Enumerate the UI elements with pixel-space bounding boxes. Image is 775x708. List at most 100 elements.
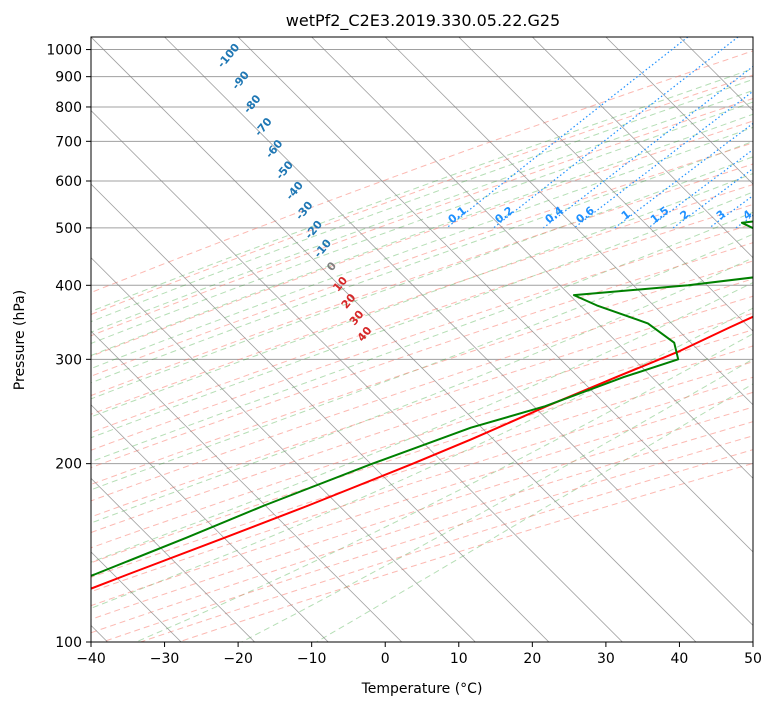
y-tick-label: 200 [55, 457, 82, 473]
dry-adiabat-label: -50 [273, 158, 296, 182]
x-axis-title: Temperature (°C) [361, 681, 483, 697]
moist-adiabat-line [91, 101, 753, 344]
y-tick-label: 300 [55, 352, 82, 368]
isotherm-line [679, 37, 753, 112]
y-axis-title: Pressure (hPa) [12, 290, 28, 390]
isotherm-line [164, 37, 753, 627]
y-tick-label: 600 [55, 174, 82, 190]
dry-adiabat-line [91, 142, 753, 377]
dry-adiabat-label: -90 [229, 68, 252, 92]
moist-adiabat-line [316, 383, 753, 642]
moist-adiabat-line [91, 78, 753, 323]
moist-adiabat-line [91, 233, 753, 491]
dry-adiabat-line [91, 203, 753, 434]
x-tick-label: −30 [150, 651, 180, 667]
mixing-ratio-lines [446, 37, 753, 229]
y-tick-label: 800 [55, 100, 82, 116]
moist-adiabat-line [91, 113, 753, 357]
dry-adiabat-line [91, 163, 753, 397]
moist-adiabat-line [91, 89, 753, 333]
moist-adiabat-line [91, 307, 753, 609]
x-tick-label: 0 [381, 651, 390, 667]
mixing-ratio-line [735, 214, 753, 229]
dry-adiabat-line [91, 97, 753, 337]
mixing-ratio-line [543, 65, 753, 229]
dry-adiabat-label: -10 [311, 236, 334, 260]
x-tick-label: 30 [597, 651, 615, 667]
dry-adiabats [91, 50, 753, 642]
y-tick-label: 400 [55, 278, 82, 294]
dry-adiabat-line [91, 295, 753, 518]
isotherm-line [458, 37, 753, 332]
moist-adiabat-line [91, 257, 753, 524]
isotherm-line [91, 257, 476, 642]
mixing-ratio-line [672, 167, 753, 229]
mixing-ratio-line [446, 37, 689, 229]
plot-frame [90, 36, 754, 643]
plot-area: -100-90-80-70-60-50-40-30-20-10010203040… [91, 37, 753, 642]
dry-adiabat-line [91, 376, 753, 593]
isotherm-line [384, 37, 753, 406]
y-tick-label: 1000 [46, 43, 82, 59]
dry-adiabat-line [91, 50, 753, 294]
dry-adiabat-line [91, 391, 753, 607]
isotherm-line [91, 37, 697, 642]
dry-adiabat-line [91, 223, 753, 451]
dry-adiabat-line [91, 242, 753, 469]
isotherm-line [311, 37, 753, 479]
mixing-ratio-label: 0.2 [492, 204, 515, 226]
dry-adiabat-line [91, 361, 753, 578]
x-tick-label: 50 [744, 651, 762, 667]
isotherm-lines [91, 37, 753, 642]
moist-adiabats [91, 68, 753, 642]
mixing-ratio-labels: 0.10.20.40.611.52346810131620253036 [446, 204, 753, 226]
isotherm-line [91, 477, 255, 642]
dry-adiabat-line [91, 329, 753, 549]
dry-adiabat-line [91, 345, 753, 564]
isotherm-line [91, 404, 329, 642]
y-tick-label: 900 [55, 70, 82, 86]
moist-adiabat-line [91, 68, 753, 312]
moist-adiabat-line [91, 281, 753, 563]
mixing-ratio-label: 1.5 [648, 204, 671, 226]
isobar-gridlines [91, 49, 753, 642]
x-tick-label: −10 [297, 651, 327, 667]
dry-adiabat-line [102, 435, 753, 642]
moist-adiabat-line [91, 156, 753, 400]
isotherm-line [532, 37, 753, 259]
dry-adiabat-line [91, 260, 753, 485]
dewpoint-trace [91, 220, 753, 577]
x-tick-label: 20 [523, 651, 541, 667]
isotherm-line [91, 183, 550, 642]
temperature-trace [91, 315, 753, 590]
y-axis-ticks: 1000 900 800 700 600 500 400 300 200 100 [46, 43, 91, 651]
y-tick-label: 100 [55, 635, 82, 651]
dry-adiabat-line [91, 120, 753, 357]
x-tick-label: 40 [671, 651, 689, 667]
isotherm-line [605, 37, 753, 185]
moist-adiabat-line [91, 211, 753, 463]
mixing-ratio-line [493, 37, 739, 229]
moist-adiabat-line [91, 140, 753, 384]
isotherm-line [752, 37, 753, 38]
mixing-ratio-label: 0.4 [543, 204, 567, 226]
x-axis-ticks: −40 −30 −20 −10 0 10 20 30 40 50 [76, 642, 762, 667]
mixing-ratio-label: 0.6 [573, 204, 597, 226]
dry-adiabat-line [91, 74, 753, 316]
isotherm-line [237, 37, 753, 553]
dry-adiabat-label: -60 [263, 137, 286, 161]
moist-adiabat-line [91, 191, 753, 439]
chart-title: wetPf2_C2E3.2019.330.05.22.G25 [286, 11, 560, 31]
y-tick-label: 500 [55, 221, 82, 237]
y-tick-label: 700 [55, 134, 82, 150]
dry-adiabat-label: 0 [324, 259, 339, 273]
isotherm-line [91, 109, 623, 642]
moist-adiabat-line [91, 126, 753, 370]
dry-adiabat-line [91, 312, 753, 534]
dry-adiabat-line [91, 406, 753, 620]
dry-adiabat-label: -70 [252, 115, 275, 139]
sounding-traces [91, 220, 753, 590]
dry-adiabat-line [91, 278, 753, 502]
x-tick-label: 10 [450, 651, 468, 667]
